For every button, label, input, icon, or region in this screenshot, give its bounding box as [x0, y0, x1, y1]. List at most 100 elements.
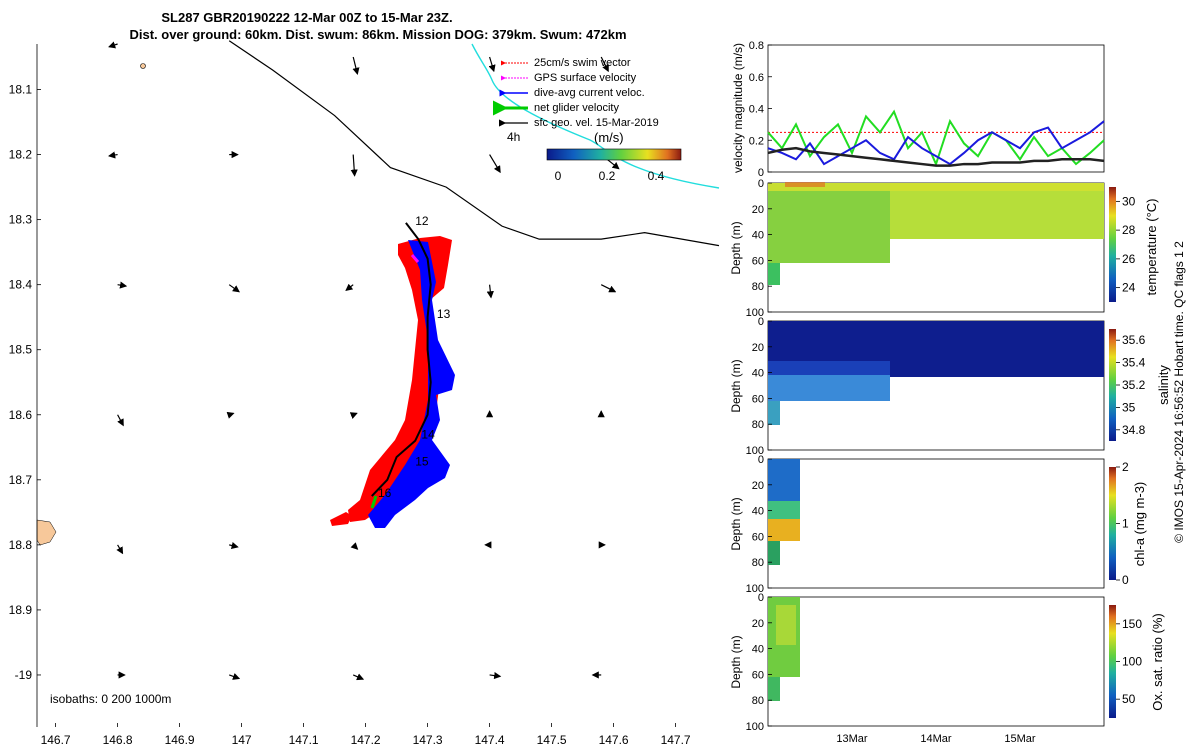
colorbar-tick-label: 28 [1122, 223, 1136, 237]
title-line-2: Dist. over ground: 60km. Dist. swum: 86k… [129, 27, 626, 42]
geo-vector [486, 284, 494, 299]
geo-vector [489, 154, 501, 174]
section-y-tick-label: 100 [746, 721, 764, 733]
map-x-tick-label: 147.4 [475, 733, 505, 747]
oxygen-field-core [776, 605, 796, 645]
day-label: 16 [378, 486, 392, 500]
isobaths-label: isobaths: 0 200 1000m [50, 692, 171, 706]
gps-velocity-mark [410, 254, 420, 263]
chla-axes [767, 458, 1105, 589]
section-y-tick-label: 0 [758, 316, 764, 328]
oxygen-ylabel: Depth (m) [729, 635, 743, 688]
salinity-y-ticks: 0 20 40 60 80 100 [746, 316, 772, 457]
map-x-tick-label: 147.3 [413, 733, 443, 747]
section-y-tick-label: 40 [752, 506, 764, 518]
colorbar-tick-0: 0 [555, 169, 562, 183]
section-y-tick-label: 60 [752, 393, 764, 405]
section-y-tick-label: 20 [752, 204, 764, 216]
net-velocity-mark [370, 495, 378, 509]
current-vector-region [368, 240, 455, 528]
colorbar-tick-label: 24 [1122, 281, 1136, 295]
section-y-tick-label: 0 [758, 592, 764, 604]
geo-vector [345, 283, 354, 292]
geo-vector [116, 544, 124, 555]
section-y-tick-label: 20 [752, 342, 764, 354]
geo-vector [226, 411, 235, 419]
map-legend: 25cm/s swim vector GPS surface velocity … [493, 57, 682, 183]
map-y-tick-label: 18.8 [9, 538, 33, 552]
map-x-tick-label: 147.5 [537, 733, 567, 747]
map-x-tick-label: 147.7 [661, 733, 691, 747]
temperature-y-ticks: 0 20 40 60 80 100 [746, 178, 772, 319]
map-y-tick-label: 18.7 [9, 473, 33, 487]
time-tick-14mar: 14Mar [920, 733, 952, 745]
coastline [228, 40, 720, 247]
temperature-clabel: temperature (°C) [1144, 199, 1159, 296]
geo-vector [352, 56, 360, 75]
section-y-tick-label: 100 [746, 307, 764, 319]
velocity-series-line [767, 120, 1105, 166]
velocity-series-line [767, 146, 1105, 167]
salinity-clabel: salinity [1156, 365, 1171, 405]
section-y-tick-label: 40 [752, 230, 764, 242]
oxygen-c-ticks: 50 100 150 [1116, 617, 1142, 706]
map-y-tick-label: 18.4 [9, 278, 33, 292]
chla-field-mid [768, 501, 800, 519]
temperature-field-shallow [890, 183, 1104, 239]
legend-label-gps: GPS surface velocity [534, 72, 637, 84]
colorbar-tick-1: 0.2 [599, 169, 616, 183]
geo-vector [117, 281, 128, 289]
velocity-y-tick-label: 0.2 [749, 135, 764, 147]
geo-vector [350, 542, 359, 550]
geo-vector [349, 412, 358, 419]
map-y-tick-label: 18.5 [9, 343, 33, 357]
salinity-upper-layer [768, 321, 890, 361]
salinity-profile-tail [768, 401, 780, 425]
temperature-ylabel: Depth (m) [729, 221, 743, 274]
geo-vector [352, 673, 365, 681]
day-labels: 12 13 14 15 16 [378, 214, 451, 500]
colorbar-tick-label: 35.4 [1122, 356, 1146, 370]
swim-vector-region-tail [330, 512, 352, 526]
geo-vector [229, 542, 239, 550]
geo-vector [108, 151, 118, 159]
colorbar-tick-2: 0.4 [648, 169, 665, 183]
chla-section: Depth (m) 0 20 40 60 80 100 0 1 2 chl-a (mg m-3… [729, 454, 1147, 595]
colorbar-tick-label: 100 [1122, 655, 1142, 669]
geo-vector [489, 672, 502, 680]
day-label: 12 [415, 214, 429, 228]
colorbar-tick-label: 35.2 [1122, 378, 1146, 392]
map-y-tick-label: 18.1 [9, 83, 33, 97]
section-y-tick-label: 80 [752, 557, 764, 569]
map-x-tick-label: 146.8 [103, 733, 133, 747]
velocity-y-tick-label: 0.4 [749, 104, 764, 116]
legend-label-net: net glider velocity [534, 102, 619, 114]
section-y-tick-label: 100 [746, 445, 764, 457]
legend-label-swim: 25cm/s swim vector [534, 57, 631, 69]
colorbar-tick-label: 0 [1122, 573, 1129, 587]
chla-colorbar [1109, 467, 1116, 580]
section-y-tick-label: 80 [752, 419, 764, 431]
map-x-tick-label: 146.7 [41, 733, 71, 747]
map-x-tick-label: 147 [232, 733, 252, 747]
oxygen-profile-tail [768, 677, 780, 701]
velocity-axes [767, 44, 1105, 173]
map-y-tick-label: 18.6 [9, 408, 33, 422]
chla-c-ticks: 0 1 2 [1116, 460, 1129, 587]
colorbar-tick-label: 26 [1122, 252, 1136, 266]
day-label: 15 [415, 455, 429, 469]
temperature-colorbar [1109, 187, 1116, 302]
colorbar-title: (m/s) [594, 130, 624, 145]
salinity-c-ticks: 34.8 35 35.2 35.4 35.6 [1116, 333, 1146, 437]
colorbar-tick-label: 50 [1122, 692, 1136, 706]
map-x-tick-label: 147.6 [599, 733, 629, 747]
geo-vector [600, 284, 617, 293]
velocity-y-tick-label: 0 [758, 167, 764, 179]
geo-vector [108, 41, 118, 49]
map-area [37, 44, 719, 727]
geo-vector [488, 56, 496, 73]
geo-vector [350, 154, 358, 177]
island-dot [140, 63, 146, 69]
day-label: 14 [421, 427, 435, 441]
